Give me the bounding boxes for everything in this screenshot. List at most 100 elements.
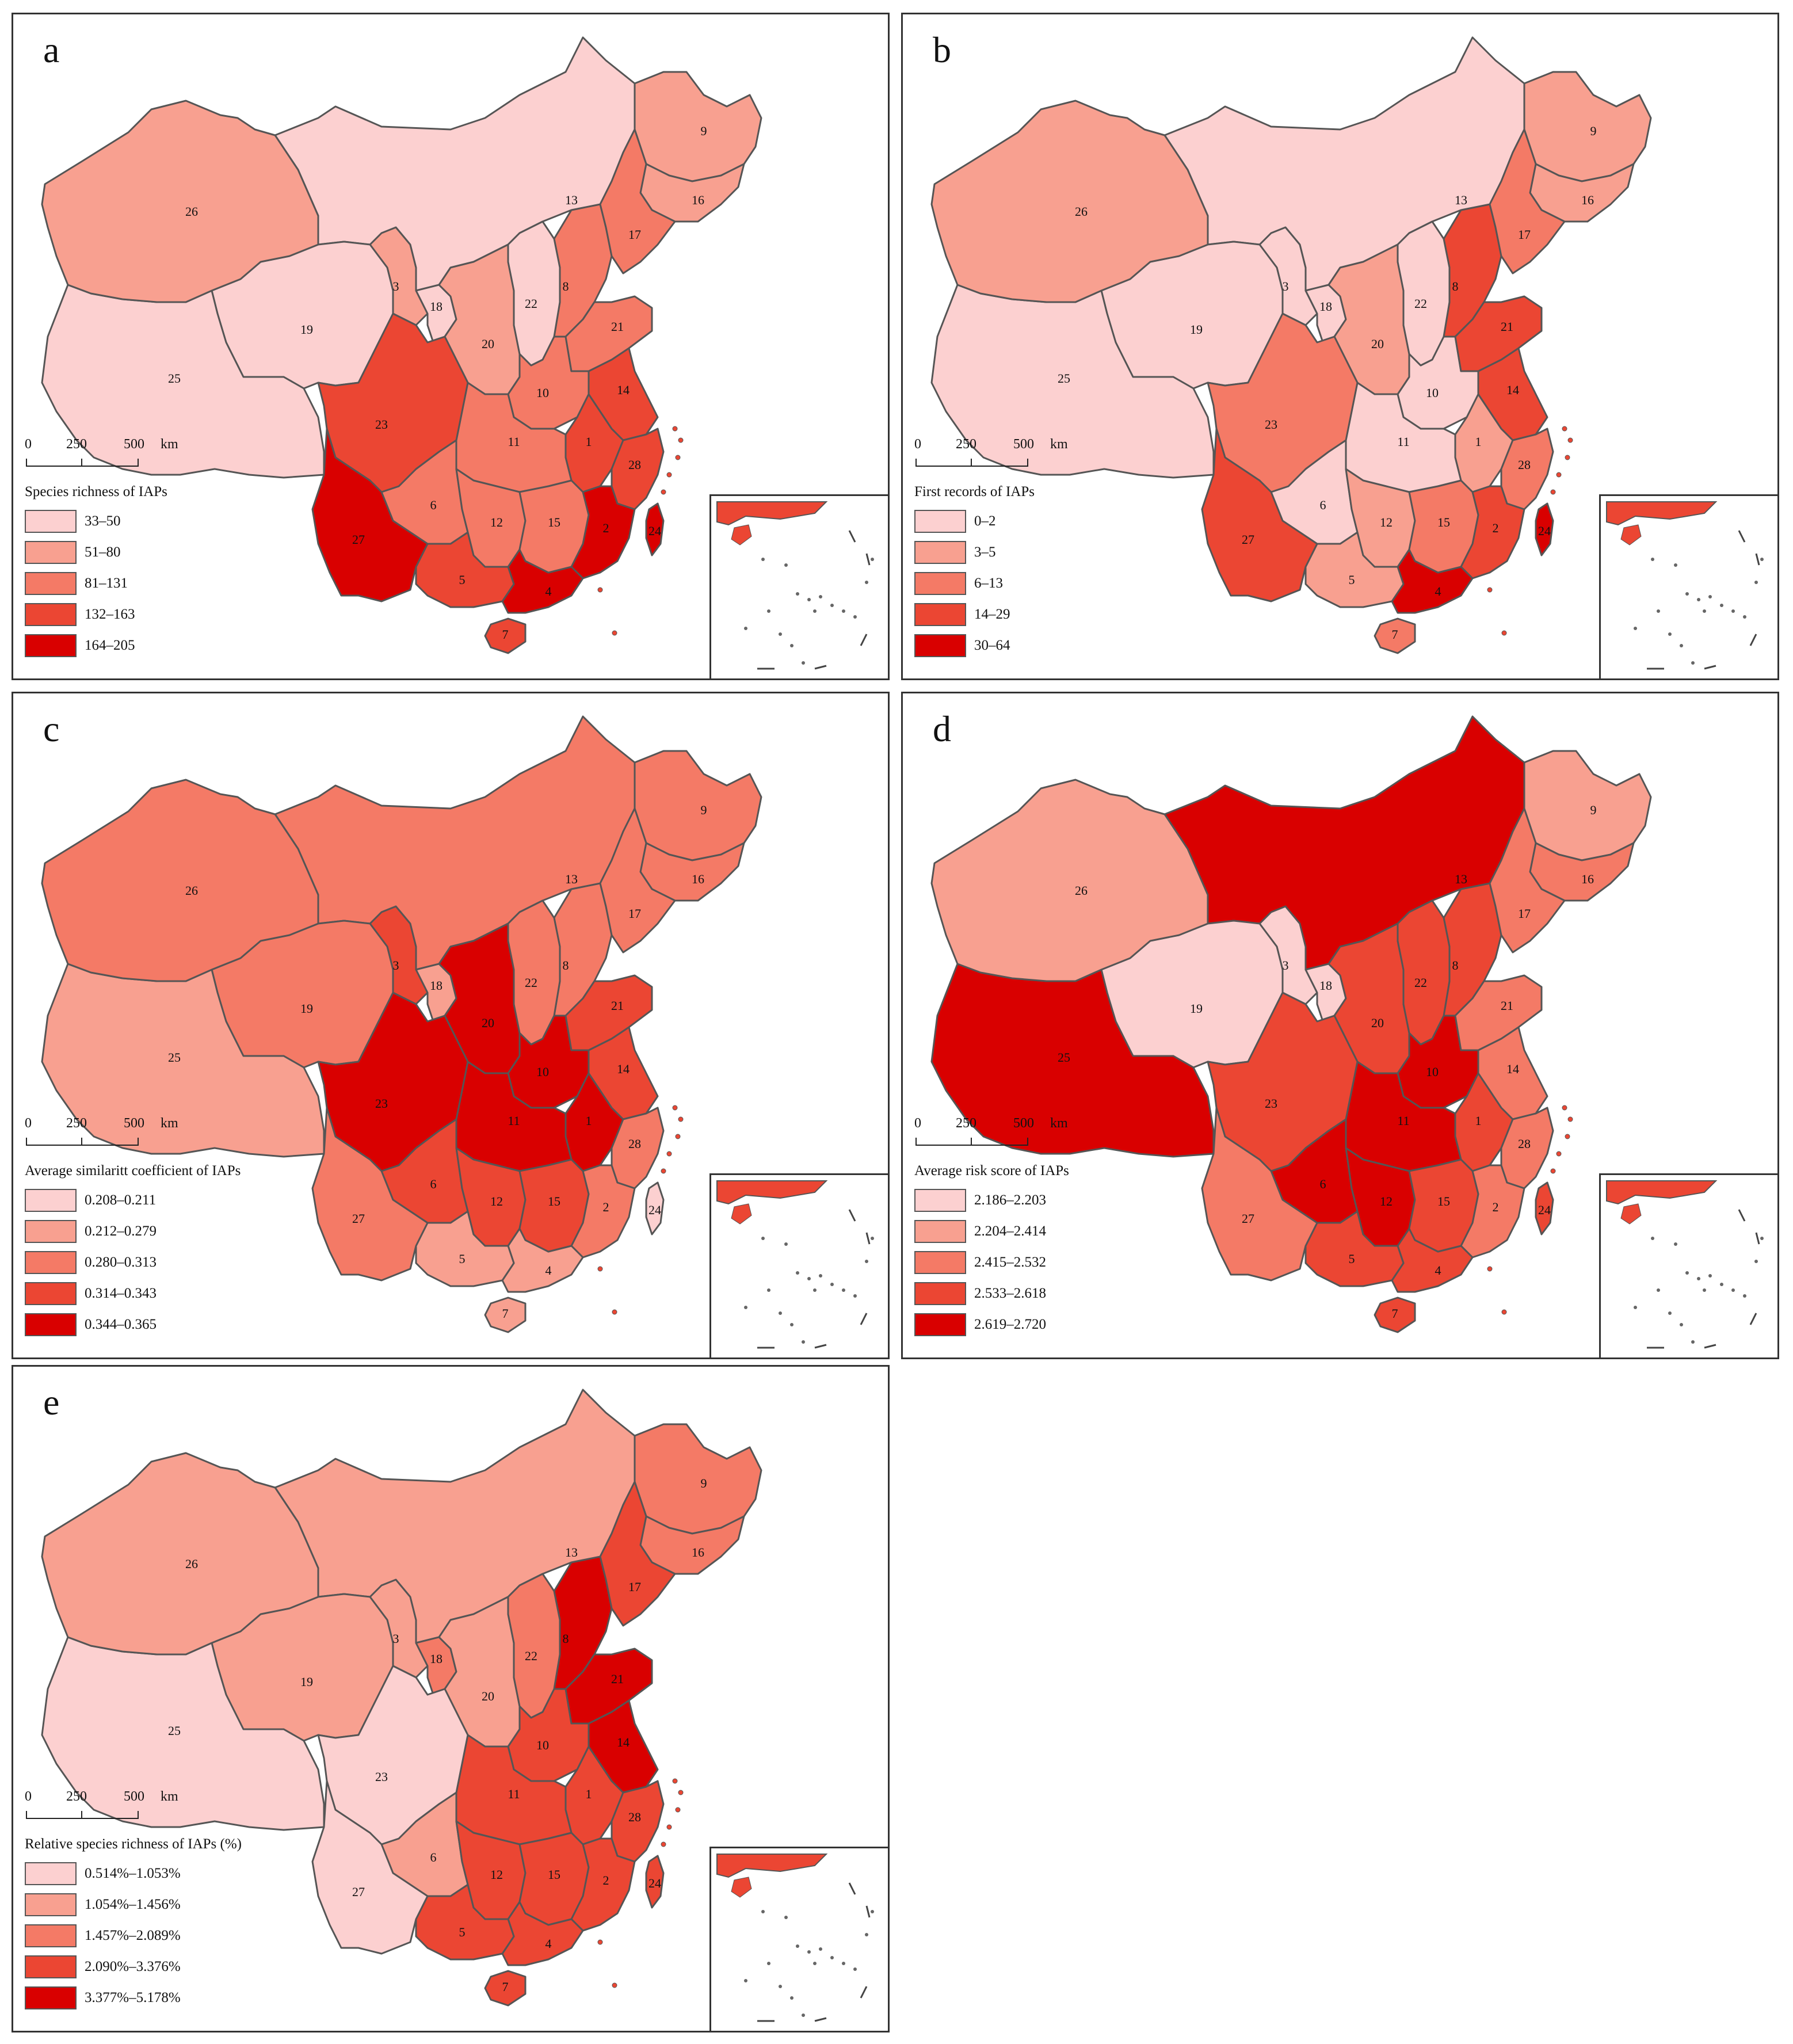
province-label: 9 xyxy=(701,803,707,817)
province-map: 1234567891011121314151617181920212223242… xyxy=(930,36,1652,654)
province-label: 14 xyxy=(1506,383,1519,397)
province-label: 28 xyxy=(628,1137,641,1151)
province-label: 3 xyxy=(393,279,399,293)
province-label: 4 xyxy=(545,1263,552,1278)
inset-island xyxy=(1674,563,1677,567)
legend-swatch xyxy=(25,541,77,564)
inset-island xyxy=(761,558,765,561)
inset-island xyxy=(1651,558,1654,561)
legend-label: 1.457%–2.089% xyxy=(85,1928,181,1943)
province-label: 3 xyxy=(1283,279,1289,293)
inset-island xyxy=(802,1340,805,1344)
island xyxy=(666,1824,672,1830)
province-label: 22 xyxy=(1414,975,1427,990)
inset-island xyxy=(842,609,845,613)
province-label: 21 xyxy=(1501,998,1513,1013)
legend-label: 0.212–0.279 xyxy=(85,1223,157,1239)
province-label: 22 xyxy=(1414,296,1427,311)
inset-island xyxy=(1697,1277,1700,1280)
province-label: 21 xyxy=(1501,319,1513,334)
province-label: 2 xyxy=(603,1873,609,1887)
province-label: 23 xyxy=(1265,1096,1277,1111)
province-26 xyxy=(41,100,319,303)
island xyxy=(666,472,672,478)
legend-row: 2.533–2.618 xyxy=(914,1278,1069,1309)
province-label: 22 xyxy=(525,296,537,311)
scale-tick: 0 xyxy=(25,437,32,452)
inset-island xyxy=(796,1271,799,1275)
province-22 xyxy=(507,1573,561,1719)
province-label: 1 xyxy=(1475,1113,1482,1128)
inset-boundary-dash xyxy=(1704,1344,1716,1349)
legend-swatch xyxy=(25,510,77,533)
legend-swatch xyxy=(914,1313,966,1336)
legend-title: Average similaritt coefficient of IAPs xyxy=(25,1163,241,1179)
province-label: 16 xyxy=(692,872,704,886)
inset-island xyxy=(830,604,834,607)
inset-island xyxy=(1674,1242,1677,1246)
inset-coast xyxy=(1606,1180,1718,1205)
scale-tick: 500 xyxy=(124,1789,144,1804)
inset-island xyxy=(790,1996,794,2000)
legend-swatch xyxy=(914,510,966,533)
legend-label: 14–29 xyxy=(974,607,1010,622)
inset-island xyxy=(1731,1288,1735,1292)
legend-row: 0–2 xyxy=(914,506,1035,537)
province-label: 19 xyxy=(300,322,313,337)
province-label: 5 xyxy=(459,1925,466,1939)
province-label: 18 xyxy=(1319,978,1332,993)
province-label: 18 xyxy=(430,1652,442,1666)
inset-island xyxy=(1754,1260,1758,1263)
province-label: 12 xyxy=(490,1194,503,1208)
scale-unit: km xyxy=(161,1116,178,1131)
province-label: 8 xyxy=(563,279,569,293)
province-label: 25 xyxy=(1058,371,1070,386)
inset-island xyxy=(1691,661,1695,665)
province-label: 6 xyxy=(430,1850,437,1864)
legend-swatch xyxy=(914,1282,966,1305)
inset-island xyxy=(767,1962,770,1965)
legend-row: 2.204–2.414 xyxy=(914,1216,1069,1247)
province-21 xyxy=(564,295,653,372)
inset-boundary-dash xyxy=(865,1232,871,1245)
province-label: 12 xyxy=(1380,515,1393,529)
province-label: 9 xyxy=(701,1476,707,1490)
legend-swatch xyxy=(914,541,966,564)
province-label: 14 xyxy=(1506,1062,1519,1076)
province-label: 17 xyxy=(1518,227,1531,242)
province-label: 17 xyxy=(1518,906,1531,921)
legend-label: 30–64 xyxy=(974,638,1010,653)
inset-island xyxy=(1634,627,1637,630)
legend-title: First records of IAPs xyxy=(914,484,1035,499)
island xyxy=(1567,437,1573,443)
inset-island xyxy=(819,1947,822,1951)
province-label: 25 xyxy=(168,1050,181,1065)
province-label: 3 xyxy=(1283,958,1289,973)
scale-tick: 0 xyxy=(914,437,921,452)
island xyxy=(672,426,678,432)
legend-row: 0.208–0.211 xyxy=(25,1185,241,1216)
province-28 xyxy=(1500,1107,1554,1189)
inset-island xyxy=(1703,1288,1706,1292)
province-label: 28 xyxy=(628,1810,641,1824)
inset-island xyxy=(819,1274,822,1278)
province-7 xyxy=(484,1296,527,1333)
legend-row: 33–50 xyxy=(25,506,167,537)
scale-tick: 250 xyxy=(956,437,976,452)
province-label: 14 xyxy=(617,1062,630,1076)
province-label: 3 xyxy=(393,1631,399,1646)
inset-island xyxy=(1620,1203,1642,1225)
province-label: 20 xyxy=(482,337,494,351)
inset-island xyxy=(865,1933,868,1936)
island xyxy=(678,437,684,443)
legend-swatch xyxy=(25,634,77,657)
scale-tick: 250 xyxy=(956,1116,976,1131)
scale-tick: 500 xyxy=(1013,437,1034,452)
province-15 xyxy=(518,479,590,574)
legend-row: 0.212–0.279 xyxy=(25,1216,241,1247)
legend-swatch xyxy=(25,572,77,595)
scale-bar: 0 250 500 km xyxy=(25,437,178,471)
inset-island xyxy=(761,1237,765,1240)
legend-row: 2.186–2.203 xyxy=(914,1185,1069,1216)
inset-island xyxy=(807,1277,811,1280)
